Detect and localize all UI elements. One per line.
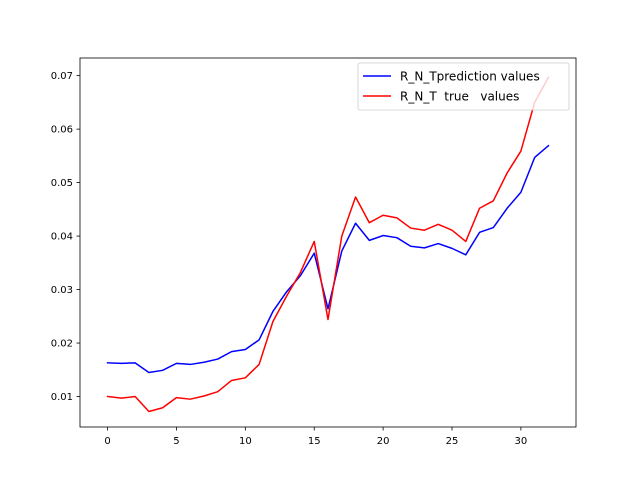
chart-axes: 0 5 10 15 20 25 30 0.01 0.02 0.03 0.04 0.05 0.06 0.07 — [51, 57, 577, 447]
x-tick-label: 0 — [104, 436, 110, 447]
y-tick-label: 0.03 — [51, 285, 73, 296]
legend-label-1: R_N_T true values — [400, 90, 519, 104]
y-tick-label: 0.01 — [51, 392, 73, 403]
y-tick-label: 0.04 — [51, 232, 73, 243]
chart-legend: R_N_Tprediction values R_N_T true values — [357, 62, 570, 111]
y-tick-label: 0.05 — [51, 178, 73, 189]
plot-frame — [79, 57, 577, 428]
x-tick-label: 10 — [239, 436, 252, 447]
series-line-1 — [106, 76, 550, 413]
x-tick-label: 15 — [308, 436, 321, 447]
y-tick-label: 0.02 — [51, 339, 73, 350]
y-tick-label: 0.06 — [51, 125, 73, 136]
x-tick-label: 20 — [377, 436, 390, 447]
series-line-0 — [106, 144, 550, 374]
legend-box — [357, 62, 570, 111]
legend-label-0: R_N_Tprediction values — [400, 70, 540, 84]
x-tick-label: 5 — [173, 436, 179, 447]
chart-marks — [106, 76, 550, 413]
y-tick-label: 0.07 — [51, 71, 73, 82]
x-tick-label: 30 — [515, 436, 528, 447]
x-tick-label: 25 — [446, 436, 459, 447]
